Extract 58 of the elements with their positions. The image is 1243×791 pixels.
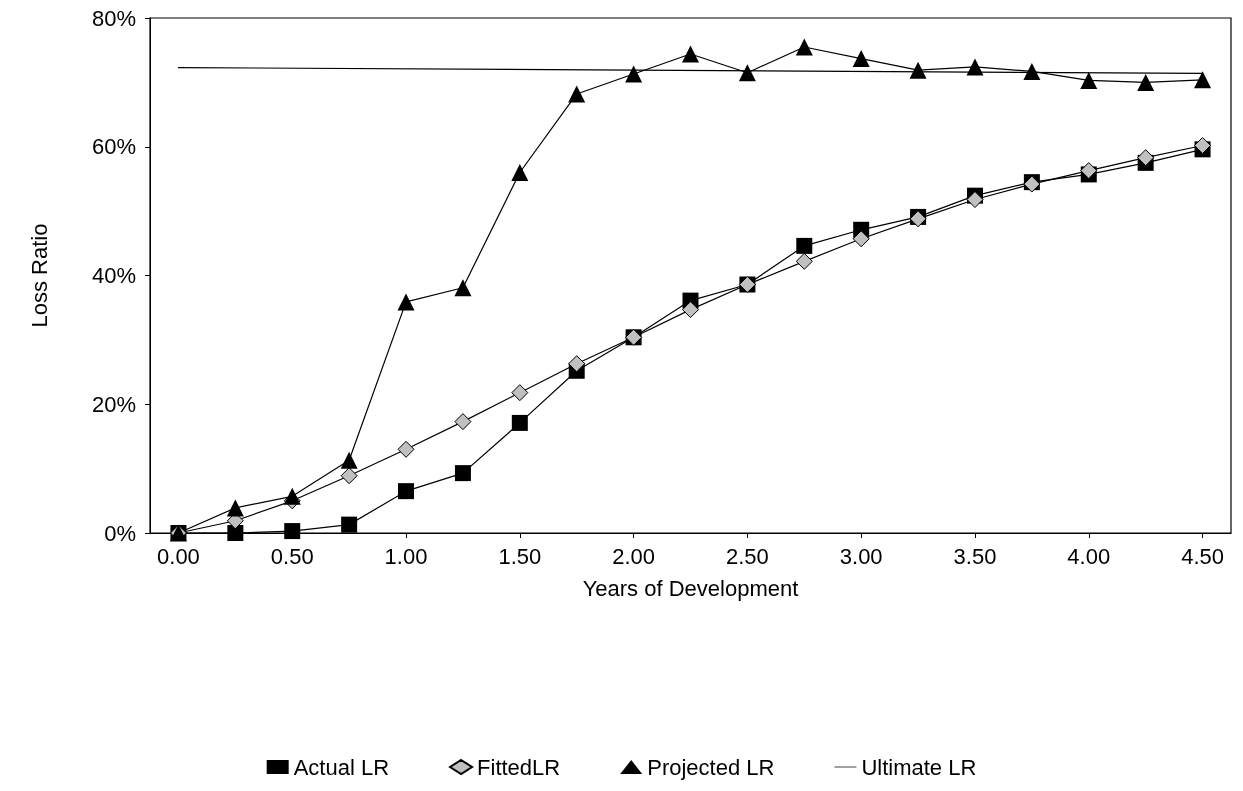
y-axis-title: Loss Ratio: [26, 223, 52, 328]
x-tick-label: 2.00: [612, 543, 656, 569]
y-tick-label: 0%: [104, 520, 136, 546]
point: [511, 164, 529, 181]
point: [966, 191, 984, 209]
point: [568, 355, 586, 373]
point: [1080, 71, 1098, 89]
legend-label: Projected LR: [647, 754, 775, 780]
y-tick-label: 80%: [91, 5, 136, 31]
point: [227, 525, 244, 541]
x-axis-title: Years of Development: [582, 575, 799, 601]
point: [454, 465, 471, 482]
point: [795, 252, 813, 270]
point: [454, 413, 472, 431]
legend-label: FittedLR: [477, 754, 561, 780]
point: [1194, 71, 1212, 89]
point: [1137, 149, 1155, 167]
x-tick-label: 0.00: [157, 543, 200, 569]
point: [1080, 162, 1098, 180]
point: [852, 230, 870, 248]
point: [511, 414, 528, 431]
y-tick-label: 60%: [91, 134, 136, 160]
point: [284, 523, 301, 540]
y-tick-label: 20%: [91, 391, 136, 417]
point: [454, 279, 472, 297]
point: [340, 451, 358, 469]
x-tick-label: 4.50: [1181, 543, 1224, 569]
point: [795, 38, 813, 56]
point: [1194, 136, 1212, 154]
point: [1023, 62, 1041, 80]
point: [682, 301, 699, 319]
x-tick-label: 1.00: [384, 543, 428, 569]
x-tick-label: 3.00: [839, 543, 883, 569]
x-tick-label: 3.50: [953, 543, 997, 569]
point: [966, 58, 984, 76]
point: [568, 85, 586, 103]
point: [397, 440, 415, 458]
point: [682, 45, 699, 63]
point: [796, 237, 813, 254]
point: [852, 50, 870, 68]
x-tick-label: 4.00: [1067, 543, 1111, 569]
point: [909, 61, 927, 79]
point: [738, 64, 756, 82]
legend-label: Ultimate LR: [861, 754, 977, 780]
point: [625, 65, 643, 83]
y-tick-label: 40%: [91, 263, 136, 288]
x-tick-label: 1.50: [498, 543, 542, 569]
point: [397, 293, 415, 311]
point: [226, 499, 244, 517]
point: [1137, 73, 1155, 91]
x-tick-label: 2.50: [725, 543, 769, 569]
point: [511, 384, 529, 402]
x-tick-label: 0.50: [270, 543, 314, 569]
legend-label: Actual LR: [293, 754, 390, 780]
point: [398, 483, 415, 500]
point: [341, 516, 358, 533]
point: [283, 487, 301, 505]
point: [340, 467, 358, 485]
